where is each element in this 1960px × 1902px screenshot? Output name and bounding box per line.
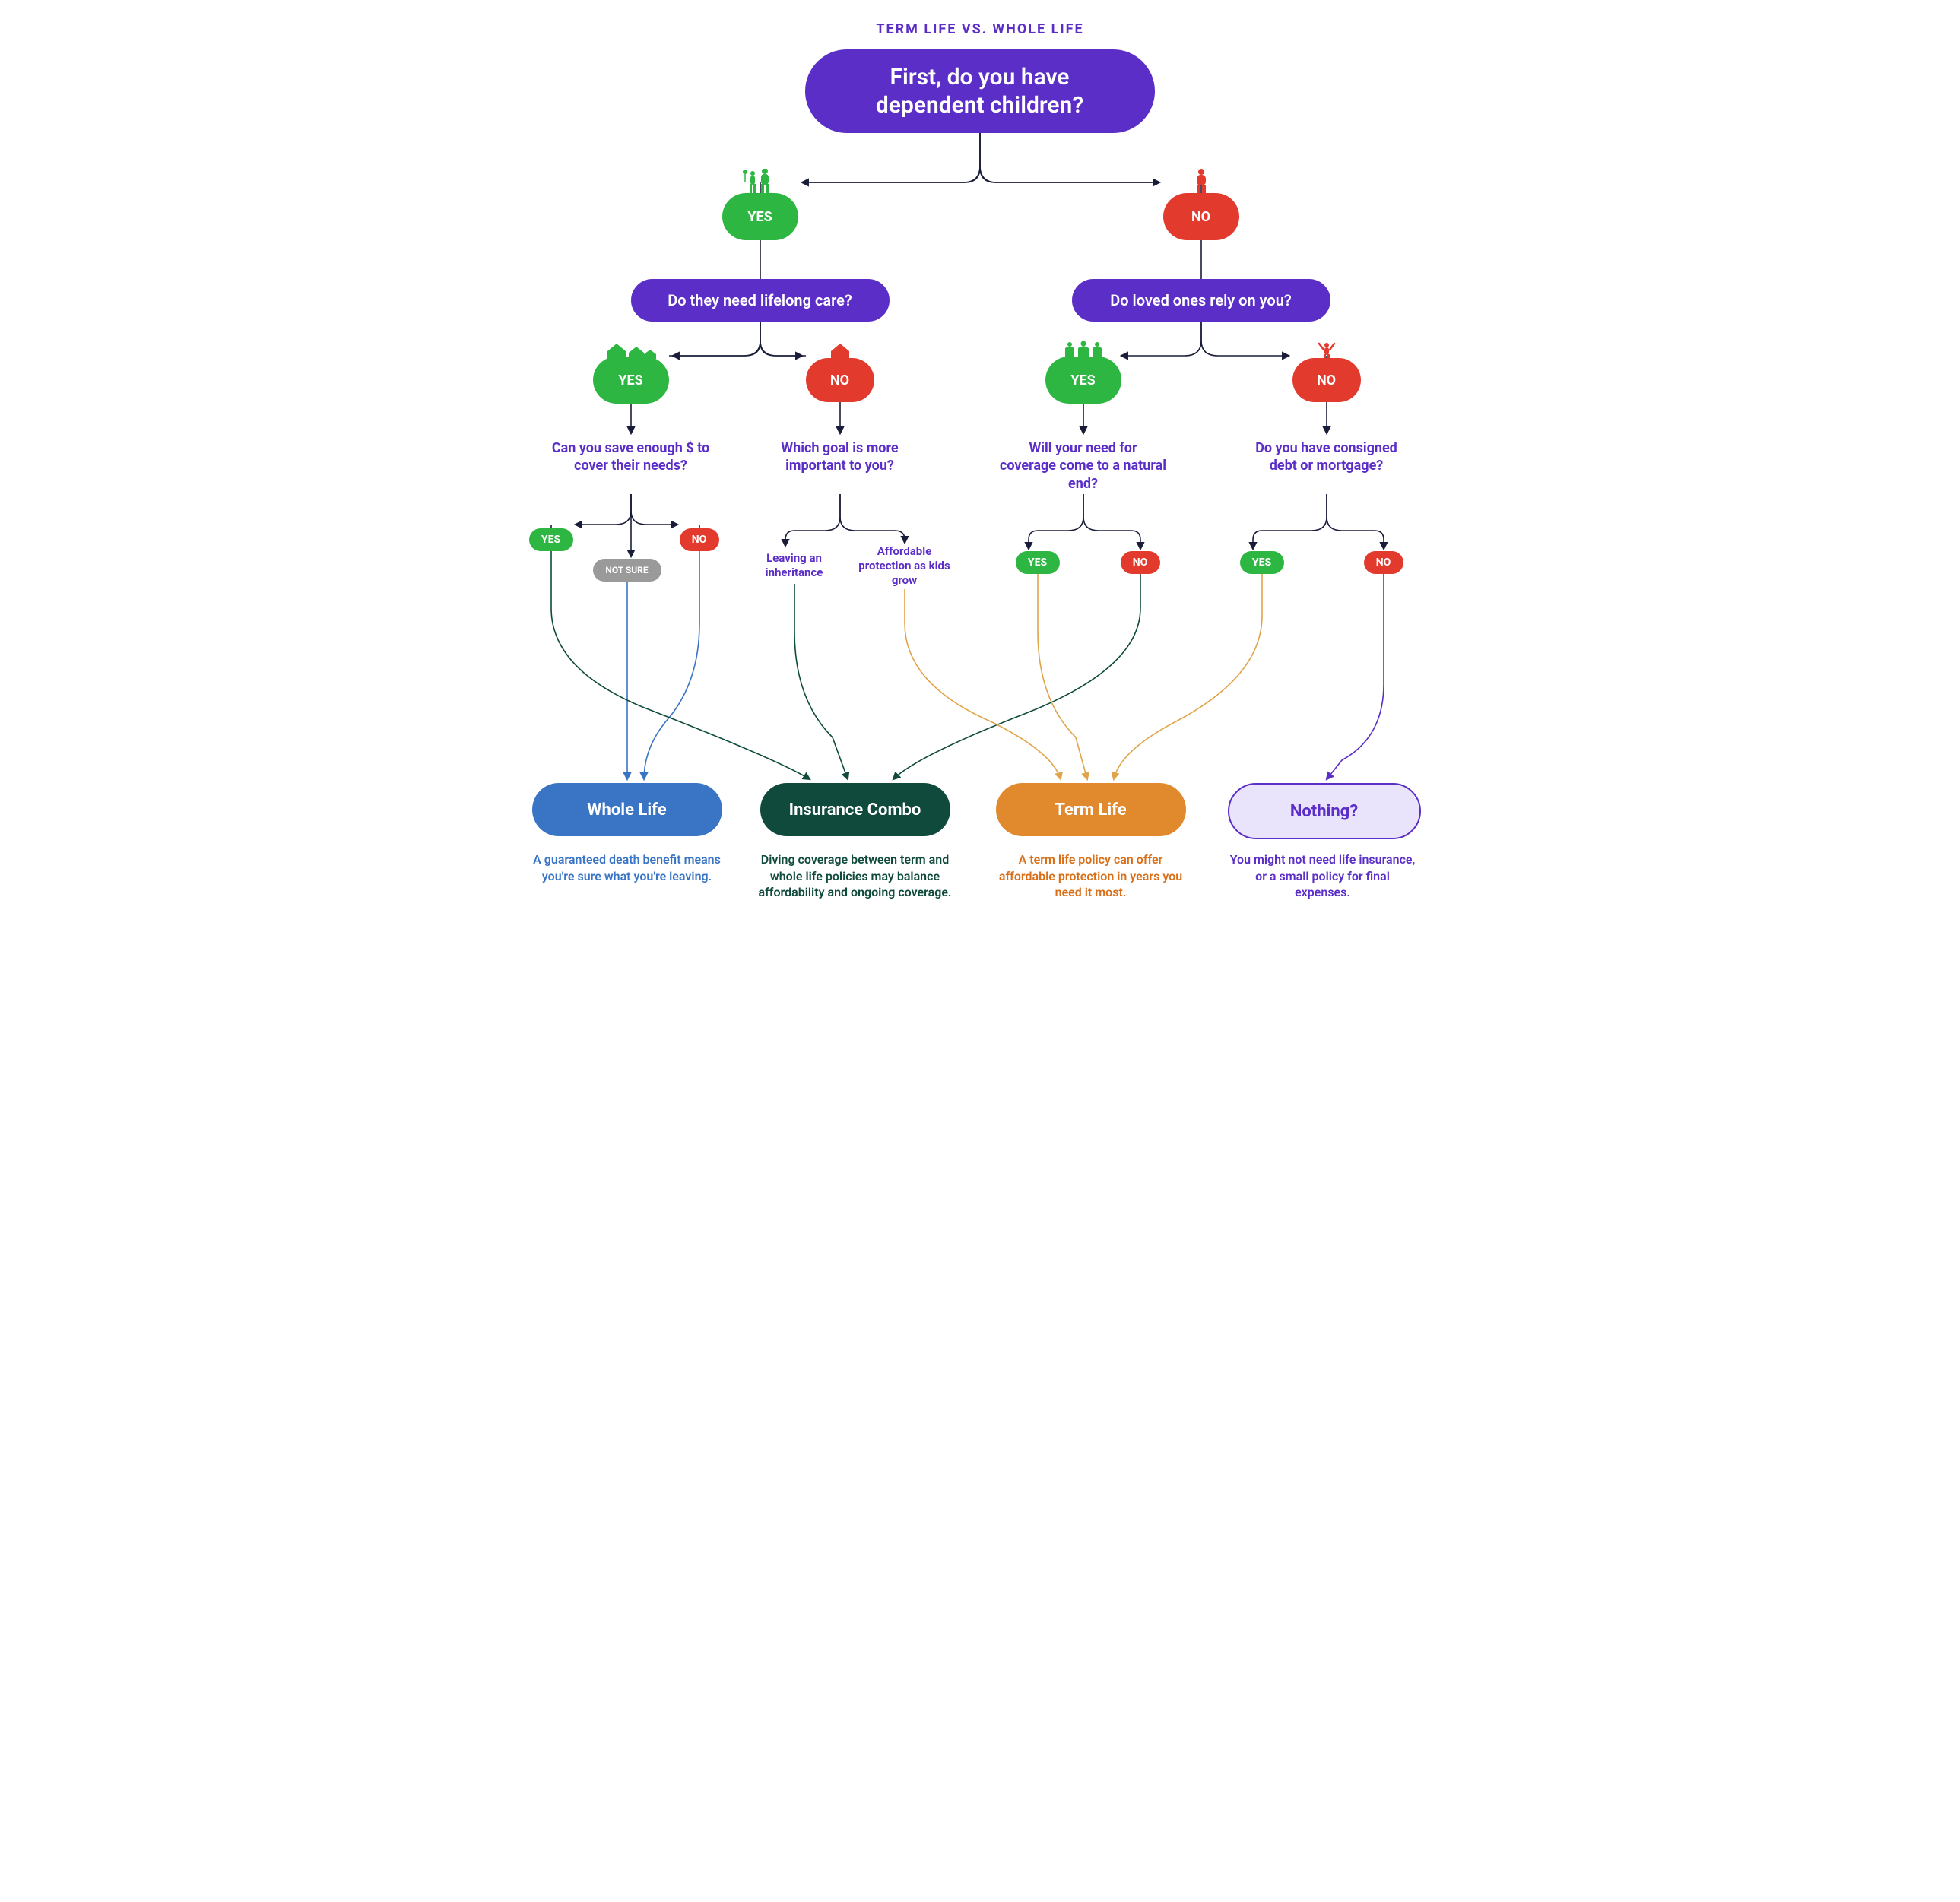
result-whole-life: Whole Life (532, 783, 722, 836)
desc-whole-life: A guaranteed death benefit means you're … (532, 851, 722, 884)
edge-noD-nothing (1327, 574, 1384, 779)
no-level1: NO (1163, 193, 1239, 240)
edge-aff-term (905, 589, 1061, 779)
pill-no-d: NO (1364, 551, 1403, 574)
pill-no-a: NO (680, 528, 719, 551)
house-icon (829, 342, 851, 359)
pill-yes-d: YES (1240, 551, 1284, 574)
question-3a: Can you save enough $ to cover their nee… (547, 439, 715, 475)
desc-insurance-combo: Diving coverage between term and whole l… (753, 851, 958, 901)
family-icon (737, 169, 783, 195)
no-level2-right: NO (1292, 358, 1361, 402)
question-right: Do loved ones rely on you? (1072, 279, 1330, 322)
pill-yes-a: YES (529, 528, 573, 551)
result-nothing: Nothing? (1228, 783, 1421, 839)
desc-nothing: You might not need life insurance, or a … (1228, 851, 1418, 901)
no-level2-left: NO (806, 358, 874, 402)
question-root: First, do you have dependent children? (805, 49, 1155, 133)
question-3b: Which goal is more important to you? (764, 439, 916, 475)
edge-root-split (810, 133, 1152, 182)
pill-yes-c: YES (1016, 551, 1060, 574)
arms-up-icon (1316, 342, 1337, 359)
pill-notsure: NOT SURE (593, 559, 661, 582)
yes-level2-right: YES (1045, 357, 1121, 404)
question-left: Do they need lifelong care? (631, 279, 890, 322)
flowchart-stage: TERM LIFE VS. WHOLE LIFE (490, 0, 1470, 951)
goal-affordable: Affordable protection as kids grow (852, 544, 958, 587)
edge-yesA-combo (551, 551, 810, 779)
goal-inheritance: Leaving an inheritance (749, 551, 840, 580)
edge-root-yes (802, 133, 980, 182)
edge-yesD-term (1114, 574, 1262, 779)
question-3c: Will your need for coverage come to a na… (1000, 439, 1167, 493)
edge-inh-combo (794, 584, 848, 779)
result-term-life: Term Life (996, 783, 1186, 836)
edge-yesC-term (1038, 574, 1087, 779)
edge-noA-whole (644, 551, 699, 779)
person-icon (1188, 169, 1215, 195)
result-insurance-combo: Insurance Combo (760, 783, 950, 836)
pill-no-c: NO (1121, 551, 1160, 574)
chart-title: TERM LIFE VS. WHOLE LIFE (490, 21, 1470, 37)
yes-level2-left: YES (593, 357, 669, 404)
edge-root-no (980, 133, 1159, 182)
desc-term-life: A term life policy can offer affordable … (996, 851, 1186, 901)
edge-qleft-split (669, 322, 806, 356)
edge-noC-combo (893, 574, 1140, 779)
yes-level1: YES (722, 193, 798, 240)
question-3d: Do you have consigned debt or mortgage? (1251, 439, 1403, 475)
